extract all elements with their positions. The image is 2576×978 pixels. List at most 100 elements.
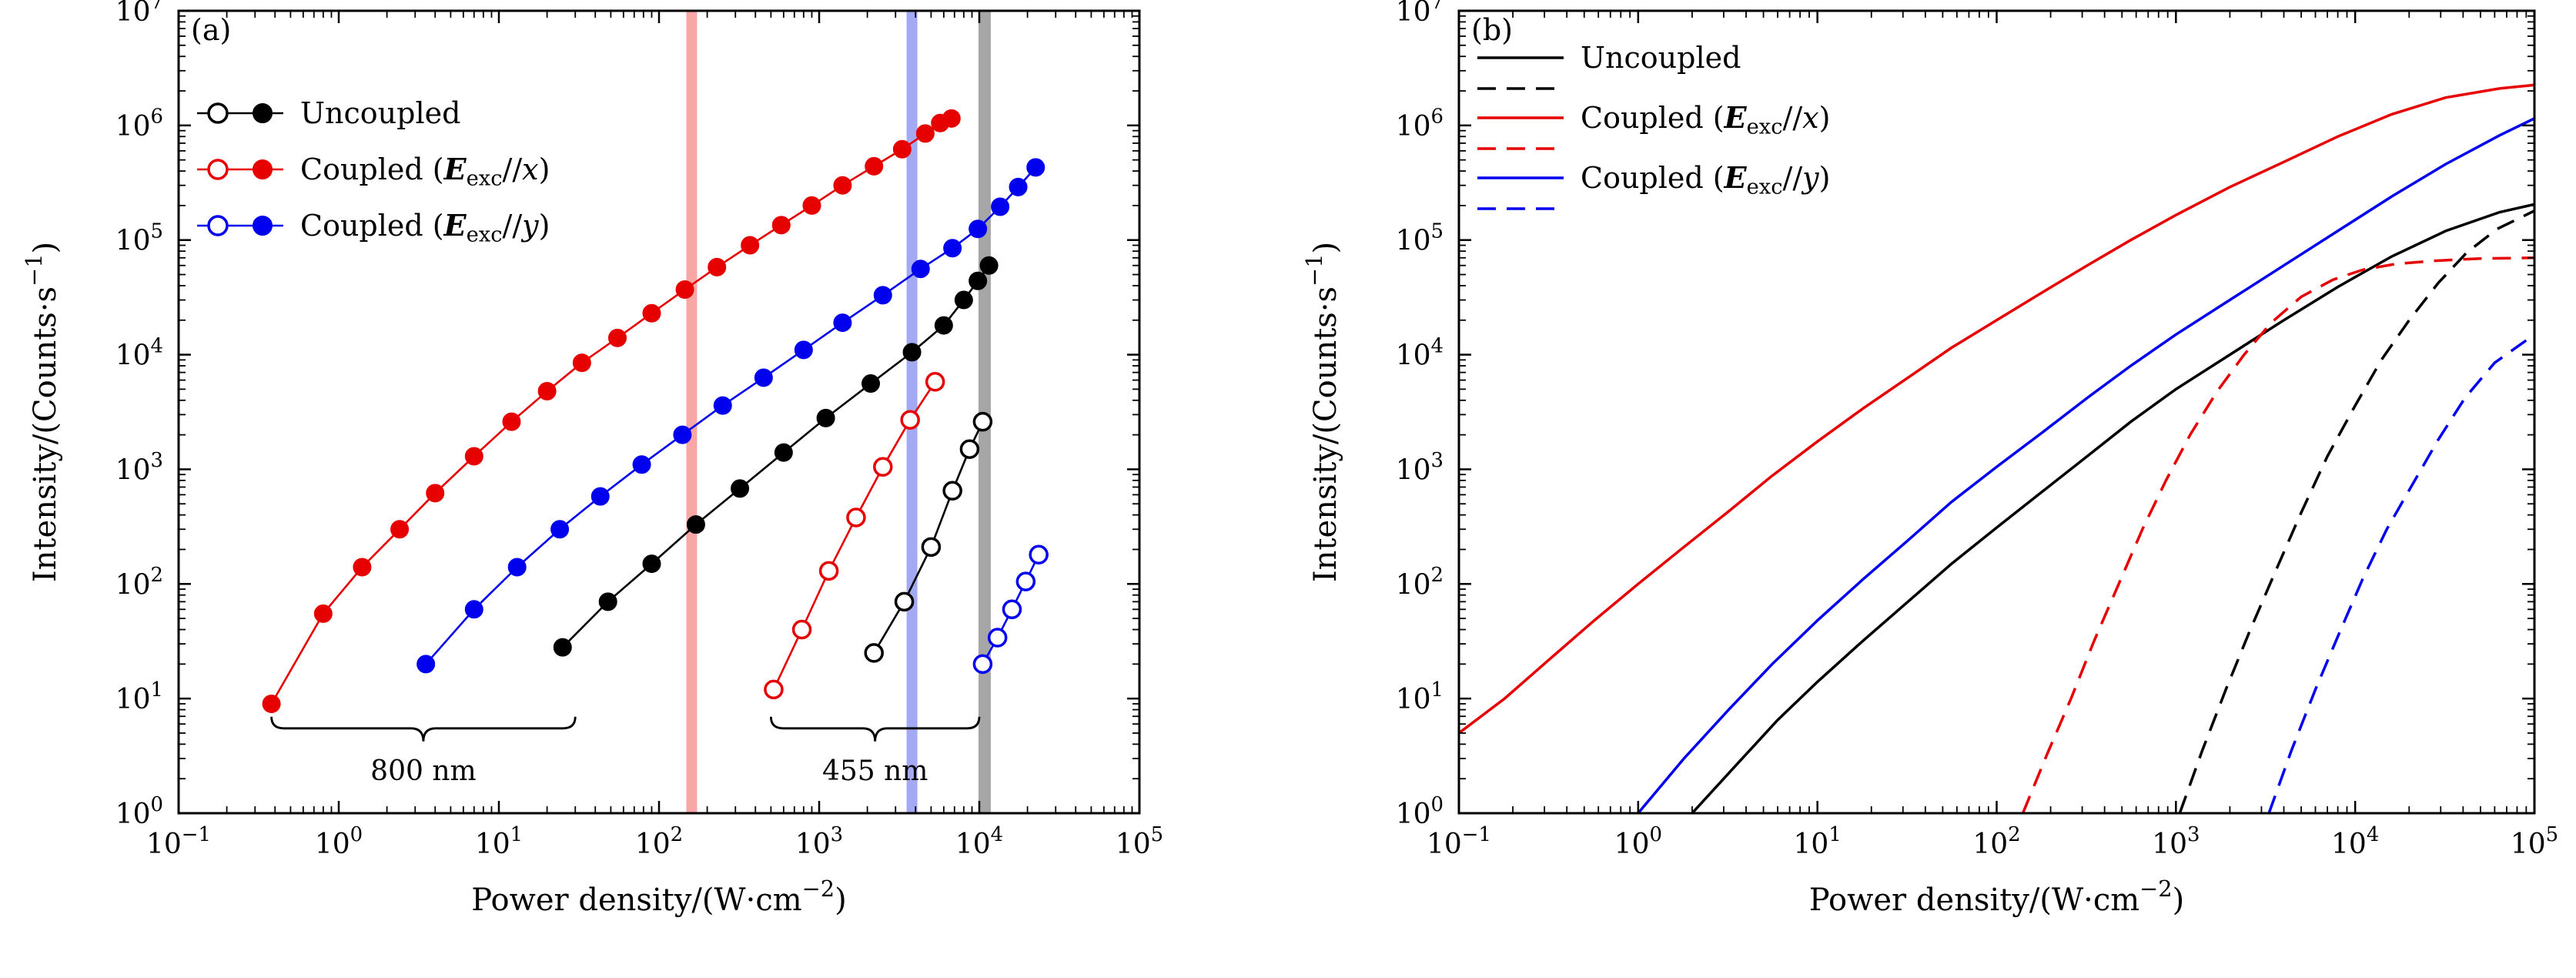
- x-tick-label: 103: [795, 823, 843, 860]
- data-point-coupled-y-800nm: [550, 520, 570, 539]
- brace-label: 455 nm: [822, 755, 928, 787]
- data-point-uncoupled-455nm: [942, 481, 962, 501]
- legend-filled-marker: [253, 103, 273, 123]
- data-point-coupled-x-455nm: [925, 372, 945, 392]
- data-point-coupled-x-800nm: [537, 382, 557, 401]
- data-point-uncoupled-800nm: [642, 554, 661, 574]
- data-point-coupled-y-800nm: [507, 558, 527, 577]
- data-point-coupled-x-455nm: [818, 561, 839, 581]
- x-tick-label: 104: [955, 823, 1003, 860]
- vertical-band: [686, 11, 698, 813]
- data-point-coupled-y-455nm: [1015, 571, 1036, 591]
- data-point-coupled-x-800nm: [942, 109, 961, 128]
- data-point-uncoupled-800nm: [934, 316, 953, 335]
- x-tick-label: 102: [1972, 823, 2020, 860]
- data-point-coupled-y-800nm: [943, 239, 962, 258]
- data-point-coupled-y-800nm: [754, 368, 773, 387]
- data-point-uncoupled-455nm: [921, 537, 942, 558]
- y-tick-label: 104: [1396, 334, 1444, 371]
- data-point-coupled-x-455nm: [764, 679, 784, 700]
- data-point-uncoupled-455nm: [959, 439, 980, 459]
- data-point-coupled-y-455nm: [972, 654, 993, 675]
- data-point-coupled-x-800nm: [262, 694, 281, 713]
- data-point-coupled-x-455nm: [873, 457, 893, 477]
- data-point-coupled-y-800nm: [911, 260, 930, 279]
- data-point-coupled-y-455nm: [987, 628, 1008, 648]
- data-point-coupled-y-800nm: [794, 340, 813, 360]
- y-tick-label: 107: [1396, 0, 1444, 28]
- data-point-uncoupled-800nm: [731, 479, 750, 498]
- data-point-coupled-x-800nm: [915, 124, 935, 143]
- data-point-coupled-x-800nm: [708, 257, 727, 276]
- vertical-band: [978, 11, 991, 813]
- data-point-coupled-y-800nm: [713, 396, 732, 415]
- y-tick-label: 104: [115, 334, 163, 371]
- x-tick-label: 101: [1794, 823, 1842, 860]
- y-tick-label: 101: [115, 678, 163, 715]
- data-point-coupled-x-800nm: [741, 236, 760, 255]
- x-tick-label: 10−1: [1427, 823, 1491, 860]
- data-point-coupled-y-800nm: [1009, 177, 1028, 196]
- data-point-uncoupled-800nm: [969, 271, 988, 290]
- data-point-coupled-y-800nm: [969, 219, 988, 239]
- y-tick-label: 105: [1396, 220, 1444, 257]
- axes-frame: [177, 9, 1141, 815]
- data-point-coupled-x-800nm: [833, 176, 852, 195]
- data-point-uncoupled-800nm: [774, 443, 793, 462]
- data-point-uncoupled-800nm: [598, 592, 617, 611]
- data-point-uncoupled-800nm: [816, 408, 835, 427]
- data-point-coupled-x-800nm: [313, 604, 333, 623]
- legend-label: Uncoupled: [1581, 41, 1741, 75]
- y-axis-label: Intensity/(Counts·s−1): [1301, 242, 1343, 582]
- x-tick-label: 102: [635, 823, 683, 860]
- legend-open-marker: [207, 215, 229, 236]
- data-point-coupled-y-800nm: [991, 197, 1010, 216]
- data-point-coupled-y-455nm: [1002, 599, 1022, 620]
- data-point-coupled-x-800nm: [771, 216, 791, 235]
- data-point-coupled-y-800nm: [464, 600, 483, 619]
- data-point-uncoupled-800nm: [553, 638, 572, 657]
- series-coupled-x-solid: [1459, 83, 2534, 735]
- legend-filled-marker: [253, 216, 273, 236]
- y-tick-label: 103: [115, 449, 163, 486]
- y-tick-label: 100: [1396, 793, 1444, 830]
- x-tick-label: 101: [475, 823, 523, 860]
- x-tick-label: 10−1: [146, 823, 211, 860]
- data-point-uncoupled-800nm: [954, 290, 973, 310]
- y-tick-label: 105: [115, 220, 163, 257]
- data-point-coupled-x-800nm: [675, 280, 694, 299]
- y-tick-label: 106: [115, 106, 163, 142]
- data-point-coupled-x-800nm: [464, 447, 483, 466]
- brace-label: 800 nm: [370, 755, 476, 787]
- series-uncoupled-solid: [1691, 203, 2534, 813]
- data-point-uncoupled-800nm: [686, 515, 705, 534]
- data-point-uncoupled-455nm: [972, 411, 993, 432]
- legend-open-marker: [207, 102, 229, 124]
- data-point-coupled-x-455nm: [791, 619, 812, 640]
- data-point-coupled-x-800nm: [426, 484, 445, 503]
- data-point-coupled-x-455nm: [900, 410, 920, 430]
- data-point-coupled-y-800nm: [833, 313, 852, 333]
- data-point-coupled-x-800nm: [353, 558, 372, 577]
- legend-label: Coupled (Eexc//x): [300, 152, 550, 191]
- data-point-coupled-y-800nm: [873, 286, 892, 305]
- x-tick-label: 105: [1116, 823, 1163, 860]
- data-point-coupled-y-800nm: [632, 455, 651, 474]
- legend-label: Coupled (Eexc//x): [1581, 100, 1830, 139]
- y-axis-label: Intensity/(Counts·s−1): [21, 242, 63, 582]
- data-point-coupled-x-800nm: [802, 196, 821, 215]
- y-tick-label: 106: [1396, 106, 1444, 142]
- y-tick-label: 101: [1396, 678, 1444, 715]
- data-point-uncoupled-455nm: [864, 643, 884, 663]
- underbrace: [270, 716, 577, 742]
- data-point-uncoupled-455nm: [894, 591, 915, 612]
- data-point-uncoupled-800nm: [861, 374, 881, 394]
- x-tick-label: 100: [1614, 823, 1662, 860]
- series-uncoupled-dashed: [2178, 209, 2534, 813]
- data-point-uncoupled-800nm: [902, 343, 922, 362]
- legend-filled-marker: [253, 159, 273, 179]
- legend-label: Coupled (Eexc//y): [1581, 160, 1830, 199]
- x-tick-label: 104: [2331, 823, 2379, 860]
